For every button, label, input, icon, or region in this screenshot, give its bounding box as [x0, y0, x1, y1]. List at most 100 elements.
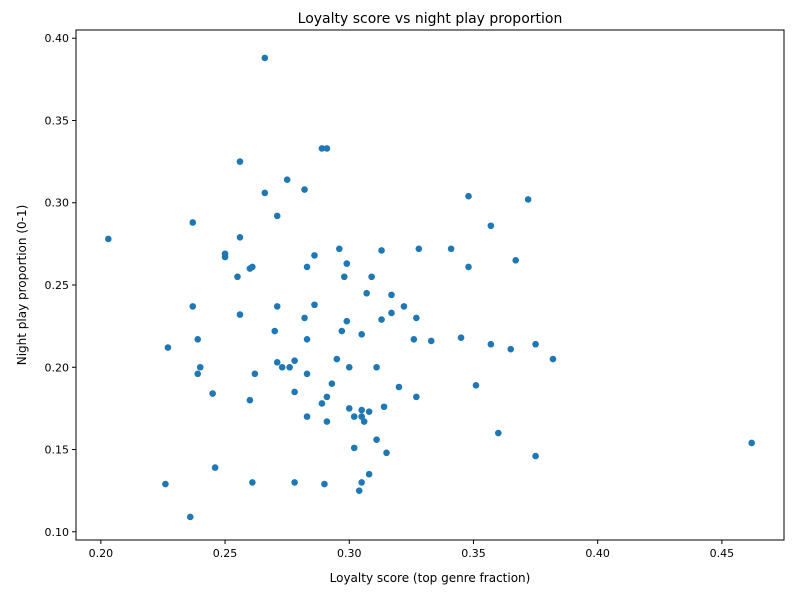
data-point-42	[271, 327, 279, 335]
data-point-87	[350, 444, 358, 452]
data-point-26	[465, 263, 472, 271]
data-point-15	[378, 247, 385, 254]
data-point-30	[363, 289, 370, 297]
data-point-21	[512, 257, 520, 264]
data-point-51	[487, 340, 495, 348]
data-point-14	[336, 245, 343, 253]
data-point-60	[286, 363, 293, 371]
data-point-12	[104, 235, 112, 243]
data-point-70	[291, 388, 298, 396]
data-point-65	[303, 370, 311, 378]
y-tick-label-6: 0.40	[45, 32, 70, 45]
data-point-95	[321, 480, 328, 488]
data-point-13	[236, 233, 244, 241]
x-tick-label-4: 0.40	[585, 547, 610, 560]
data-point-24	[246, 265, 254, 272]
data-point-98	[186, 513, 194, 521]
data-point-48	[427, 337, 435, 345]
data-point-32	[189, 303, 197, 310]
data-point-83	[360, 418, 368, 425]
data-point-31	[388, 291, 395, 299]
x-tick-label-1: 0.25	[213, 547, 238, 560]
data-point-86	[748, 439, 756, 447]
data-point-92	[162, 480, 169, 488]
data-point-72	[413, 393, 420, 401]
data-point-3	[236, 158, 244, 165]
data-point-39	[343, 317, 351, 325]
x-tick-label-5: 0.45	[710, 547, 735, 560]
data-point-66	[328, 380, 336, 388]
y-tick-label-3: 0.25	[45, 279, 70, 292]
data-point-45	[194, 335, 202, 343]
data-point-53	[532, 340, 539, 348]
data-point-89	[532, 452, 539, 460]
data-points	[104, 54, 756, 521]
data-point-88	[383, 449, 390, 457]
data-point-78	[380, 403, 388, 411]
data-point-35	[400, 303, 408, 310]
data-point-46	[303, 335, 311, 343]
x-axis-label: Loyalty score (top genre fraction)	[330, 571, 531, 585]
data-point-7	[465, 192, 472, 200]
data-point-36	[236, 311, 244, 318]
y-tick-label-2: 0.20	[45, 361, 70, 374]
data-point-61	[345, 363, 353, 371]
data-point-68	[472, 382, 480, 389]
data-point-5	[301, 186, 308, 193]
data-point-56	[273, 359, 281, 366]
data-point-25	[303, 263, 311, 271]
data-point-4	[283, 176, 291, 184]
data-point-59	[278, 363, 286, 371]
data-point-74	[318, 400, 326, 407]
data-point-9	[273, 212, 281, 220]
data-point-77	[365, 408, 373, 415]
data-point-29	[368, 273, 375, 281]
data-point-62	[373, 363, 380, 371]
data-point-55	[333, 355, 341, 363]
data-point-84	[495, 429, 502, 437]
data-point-49	[457, 334, 465, 341]
data-point-43	[338, 327, 346, 335]
data-point-28	[340, 273, 348, 281]
data-point-20	[311, 252, 318, 259]
y-tick-label-4: 0.30	[45, 197, 70, 210]
data-point-71	[323, 393, 331, 401]
data-point-27	[234, 273, 241, 281]
data-point-16	[415, 245, 423, 253]
x-tick-label-0: 0.20	[89, 547, 114, 560]
y-tick-label-5: 0.35	[45, 114, 70, 127]
chart-title: Loyalty score vs night play proportion	[298, 11, 563, 27]
data-point-2	[323, 145, 331, 152]
data-point-40	[378, 316, 385, 323]
data-point-44	[358, 331, 365, 338]
y-tick-label-1: 0.15	[45, 444, 70, 457]
data-point-41	[413, 314, 420, 322]
data-point-96	[358, 479, 365, 486]
data-point-47	[410, 335, 418, 343]
data-point-52	[507, 345, 515, 353]
data-point-6	[261, 189, 269, 197]
data-point-90	[211, 464, 219, 471]
data-point-69	[209, 390, 216, 397]
data-point-50	[164, 344, 172, 351]
data-point-76	[358, 406, 365, 414]
data-point-97	[355, 487, 363, 494]
data-point-8	[524, 196, 532, 203]
data-point-38	[301, 314, 308, 322]
data-point-93	[249, 479, 256, 486]
y-axis-label: Night play proportion (0-1)	[15, 205, 29, 366]
x-axis-ticks: 0.20 0.25 0.30 0.35 0.40 0.45	[89, 540, 735, 560]
data-point-22	[343, 260, 351, 267]
data-point-94	[291, 479, 298, 486]
data-point-58	[196, 363, 204, 371]
x-tick-label-2: 0.30	[337, 547, 362, 560]
data-point-1	[318, 145, 326, 152]
data-point-10	[189, 219, 197, 226]
data-point-34	[311, 301, 318, 309]
data-point-33	[273, 303, 281, 310]
data-point-37	[388, 309, 395, 317]
data-point-63	[194, 370, 202, 378]
data-point-79	[303, 413, 311, 420]
